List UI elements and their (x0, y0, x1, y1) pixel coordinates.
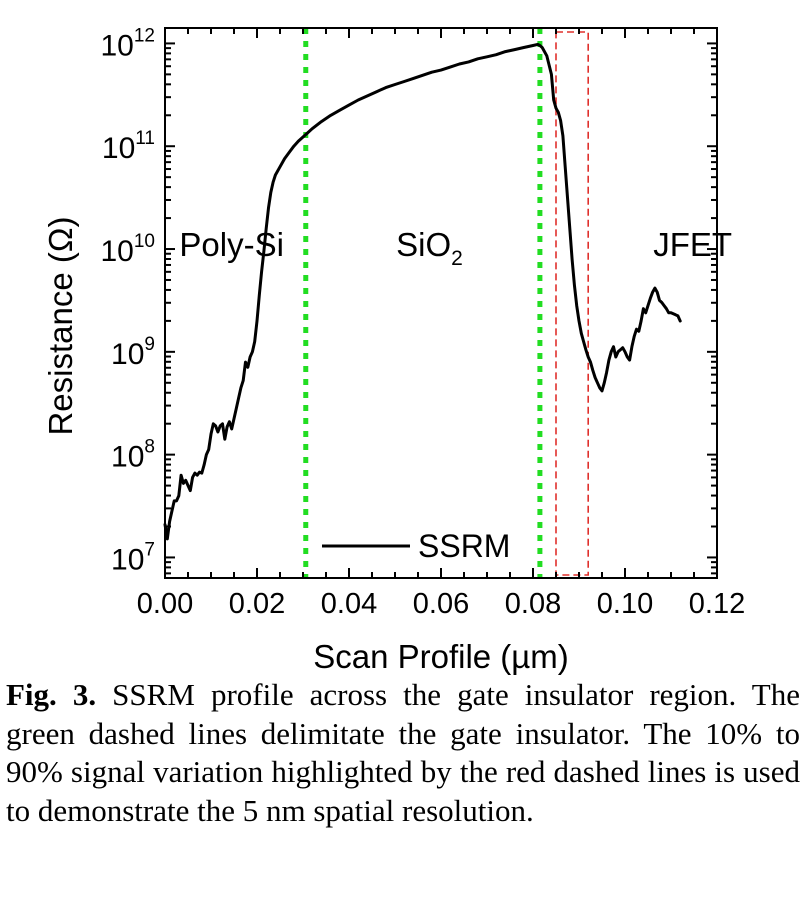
x-tick-label: 0.00 (137, 588, 193, 620)
region-label-jfet: JFET (653, 226, 732, 263)
region-label-text: Poly-Si (179, 226, 284, 263)
x-tick-label: 0.06 (413, 588, 469, 620)
red-highlight-box (555, 31, 590, 576)
x-tick-label: 0.02 (229, 588, 285, 620)
figure-label: Fig. 3. (6, 677, 97, 712)
plot-frame (164, 27, 718, 579)
y-tick-base: 10 (111, 338, 144, 371)
figure-caption: Fig. 3. SSRM profile across the gate ins… (6, 676, 800, 830)
legend-label-ssrm: SSRM (418, 528, 510, 564)
x-tick-label: 0.04 (321, 588, 377, 620)
y-tick-label: 109 (111, 334, 155, 371)
y-tick-label: 107 (111, 539, 155, 576)
y-tick-base: 10 (102, 132, 135, 165)
y-tick-label: 1012 (100, 25, 155, 62)
y-tick-label: 108 (111, 437, 155, 474)
region-label-text: JFET (653, 226, 732, 263)
y-tick-exponent: 7 (144, 539, 155, 560)
x-axis-title: Scan Profile (µm) (313, 638, 569, 675)
y-tick-exponent: 9 (144, 334, 155, 355)
y-tick-exponent: 12 (134, 25, 155, 46)
ssrm-series (163, 42, 682, 541)
y-tick-base: 10 (100, 235, 133, 268)
region-labels: Poly-Si SiO2 JFET (179, 226, 732, 270)
region-label-subscript: 2 (451, 247, 463, 270)
y-tick-exponent: 10 (134, 231, 155, 252)
y-tick-base: 10 (100, 29, 133, 62)
y-tick-label: 1011 (102, 128, 155, 165)
axis-ticks (164, 28, 718, 578)
region-label-poly-si: Poly-Si (179, 226, 284, 263)
x-tick-label: 0.08 (505, 588, 561, 620)
x-tick-label: 0.10 (597, 588, 653, 620)
y-tick-base: 10 (111, 543, 144, 576)
green-insulator-lines (303, 28, 543, 578)
caption-text: SSRM profile across the gate insulator r… (6, 677, 800, 828)
y-tick-base: 10 (111, 441, 144, 474)
x-tick-labels: 0.00 0.02 0.04 0.06 0.08 0.10 0.12 (137, 588, 745, 620)
y-tick-exponent: 8 (144, 437, 155, 458)
x-tick-label: 0.12 (689, 588, 745, 620)
y-axis-title: Resistance (Ω) (42, 216, 79, 435)
region-label-sio: SiO2 (396, 226, 463, 270)
series-line-ssrm (163, 42, 682, 541)
y-tick-exponent: 11 (135, 128, 155, 149)
ssrm-chart: 0.00 0.02 0.04 0.06 0.08 0.10 0.12 10710810910… (42, 25, 745, 675)
red-dashed-box (555, 31, 590, 576)
region-label-text: SiO (396, 226, 451, 263)
y-tick-label: 1010 (100, 231, 155, 268)
